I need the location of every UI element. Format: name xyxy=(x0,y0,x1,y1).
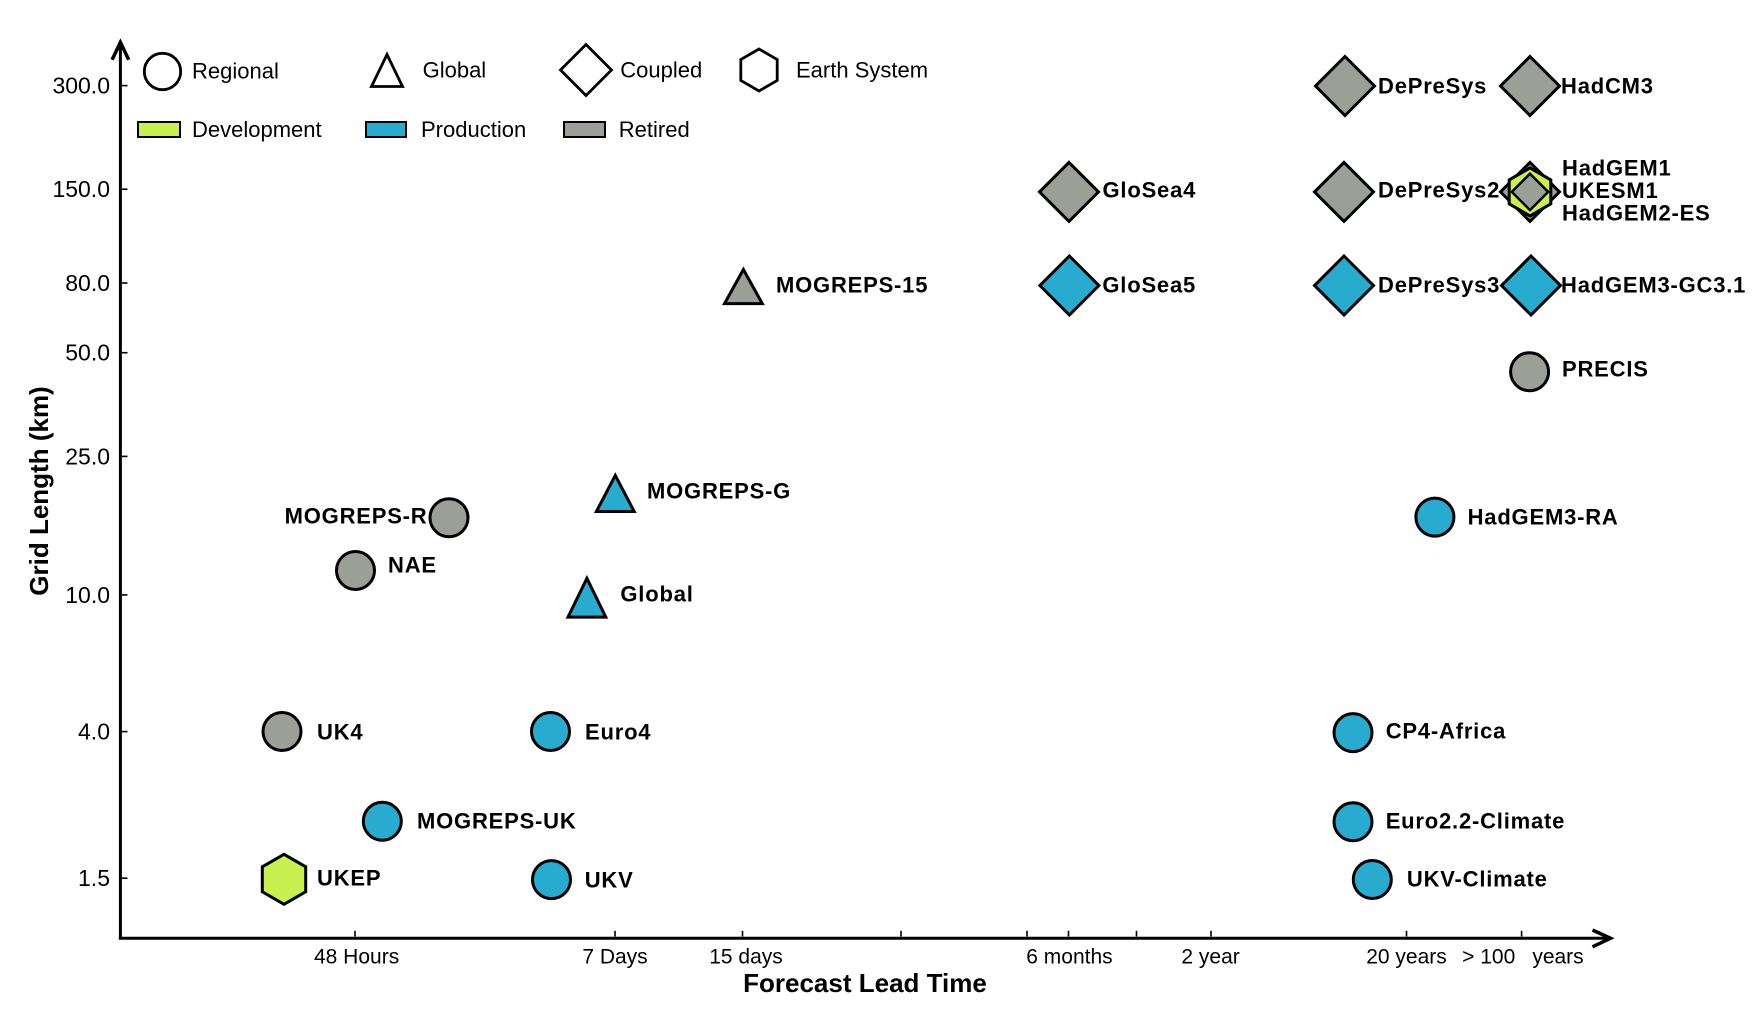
svg-text:HadGEM2-ES: HadGEM2-ES xyxy=(1562,201,1711,226)
svg-text:DePreSys: DePreSys xyxy=(1378,74,1487,99)
svg-text:UKV-Climate: UKV-Climate xyxy=(1407,867,1548,892)
svg-text:GloSea4: GloSea4 xyxy=(1103,178,1197,203)
svg-text:10.0: 10.0 xyxy=(65,582,110,608)
svg-text:Global: Global xyxy=(620,582,693,607)
svg-text:50.0: 50.0 xyxy=(65,340,110,366)
svg-text:6 months: 6 months xyxy=(1026,946,1112,969)
svg-text:MOGREPS-UK: MOGREPS-UK xyxy=(417,809,577,834)
svg-text:150.0: 150.0 xyxy=(52,176,110,202)
svg-text:4.0: 4.0 xyxy=(78,719,110,745)
svg-text:48 Hours: 48 Hours xyxy=(314,946,399,969)
svg-text:MOGREPS-G: MOGREPS-G xyxy=(647,479,791,504)
svg-text:UKESM1: UKESM1 xyxy=(1562,178,1659,203)
svg-text:Regional: Regional xyxy=(192,59,279,84)
svg-text:20 years: 20 years xyxy=(1366,946,1447,969)
svg-text:Development: Development xyxy=(192,117,322,142)
svg-text:Global: Global xyxy=(423,58,487,83)
svg-text:80.0: 80.0 xyxy=(65,270,110,296)
svg-text:Forecast Lead Time: Forecast Lead Time xyxy=(743,968,987,998)
svg-text:Euro4: Euro4 xyxy=(585,720,651,745)
svg-text:UK4: UK4 xyxy=(317,720,363,745)
svg-text:Euro2.2-Climate: Euro2.2-Climate xyxy=(1386,809,1566,834)
svg-text:HadGEM1: HadGEM1 xyxy=(1562,156,1672,181)
svg-text:7 Days: 7 Days xyxy=(582,946,647,969)
svg-text:Earth System: Earth System xyxy=(796,58,928,83)
svg-text:UKV: UKV xyxy=(585,868,634,893)
svg-text:> 100: > 100 xyxy=(1462,946,1515,969)
svg-text:CP4-Africa: CP4-Africa xyxy=(1386,719,1506,744)
svg-text:GloSea5: GloSea5 xyxy=(1102,273,1196,298)
svg-text:2 year: 2 year xyxy=(1181,946,1239,969)
svg-text:300.0: 300.0 xyxy=(52,73,110,99)
svg-text:DePreSys2: DePreSys2 xyxy=(1378,178,1500,203)
svg-text:15 days: 15 days xyxy=(709,946,783,969)
svg-text:HadCM3: HadCM3 xyxy=(1561,74,1654,99)
svg-text:PRECIS: PRECIS xyxy=(1562,357,1649,382)
svg-text:HadGEM3-RA: HadGEM3-RA xyxy=(1468,505,1619,530)
svg-text:DePreSys3: DePreSys3 xyxy=(1378,273,1500,298)
svg-text:UKEP: UKEP xyxy=(317,866,381,891)
svg-text:Coupled: Coupled xyxy=(620,58,702,83)
svg-text:Production: Production xyxy=(421,117,526,142)
svg-text:Grid Length (km): Grid Length (km) xyxy=(24,386,54,595)
svg-text:Retired: Retired xyxy=(619,117,690,142)
svg-text:MOGREPS-15: MOGREPS-15 xyxy=(776,273,928,298)
svg-text:HadGEM3-GC3.1: HadGEM3-GC3.1 xyxy=(1561,273,1746,298)
svg-text:1.5: 1.5 xyxy=(78,865,110,891)
svg-text:MOGREPS-R: MOGREPS-R xyxy=(285,504,428,529)
svg-text:25.0: 25.0 xyxy=(65,443,110,469)
svg-text:NAE: NAE xyxy=(388,553,437,578)
svg-text:years: years xyxy=(1532,946,1583,969)
